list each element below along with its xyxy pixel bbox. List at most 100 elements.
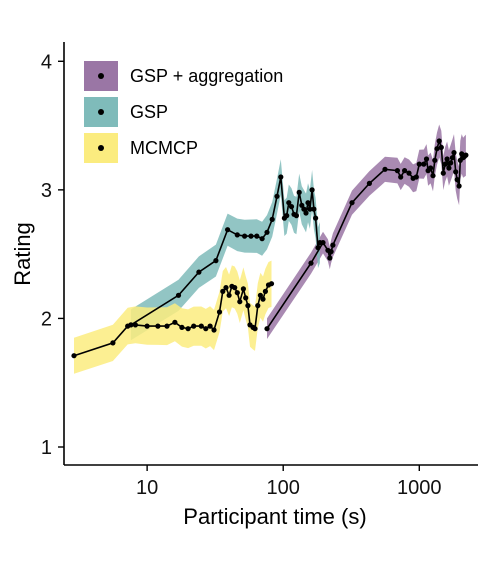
point-mcmcp-2 [125, 323, 131, 329]
point-gsp-11 [269, 216, 275, 222]
series-points [71, 138, 469, 359]
point-mcmcp-23 [240, 286, 246, 292]
band-mcmcp [74, 260, 272, 374]
point-gsp-20 [296, 189, 302, 195]
point-gsp-aggregation-16 [416, 161, 422, 167]
point-gsp-aggregation-31 [449, 155, 455, 161]
legend-marker-mcmcp [98, 145, 104, 151]
point-gsp-30 [317, 240, 323, 246]
point-gsp-aggregation-25 [438, 144, 444, 150]
point-mcmcp-15 [216, 309, 223, 315]
point-gsp-aggregation-35 [456, 183, 462, 189]
y-tick-label-1: 2 [41, 308, 52, 330]
point-gsp-19 [293, 213, 299, 219]
y-ticks: 1 2 3 4 [41, 51, 64, 459]
point-mcmcp-17 [223, 285, 229, 291]
point-gsp-5 [234, 232, 240, 238]
point-gsp-aggregation-15 [413, 174, 419, 180]
point-gsp-23 [303, 210, 309, 216]
point-gsp-aggregation-5 [328, 249, 334, 255]
point-gsp-aggregation-4 [327, 255, 333, 261]
point-gsp-aggregation-32 [451, 150, 457, 156]
point-gsp-aggregation-17 [421, 161, 427, 167]
point-mcmcp-8 [179, 324, 185, 330]
point-gsp-aggregation-12 [402, 168, 408, 174]
x-tick-label-1: 100 [267, 477, 300, 499]
point-gsp-12 [274, 193, 280, 199]
point-mcmcp-25 [245, 303, 251, 309]
x-tick-label-0: 10 [136, 477, 158, 499]
point-mcmcp-12 [203, 326, 209, 332]
point-mcmcp-9 [185, 326, 191, 332]
point-gsp-aggregation-9 [382, 166, 388, 172]
point-gsp-aggregation-1 [308, 260, 314, 266]
point-gsp-16 [286, 200, 292, 206]
point-gsp-aggregation-0 [264, 326, 270, 332]
point-gsp-aggregation-22 [432, 157, 438, 163]
y-tick-label-0: 1 [41, 437, 52, 459]
point-gsp-aggregation-40 [463, 152, 469, 158]
point-mcmcp-5 [155, 323, 161, 329]
point-gsp-27 [311, 206, 317, 212]
point-mcmcp-29 [255, 303, 261, 309]
point-gsp-15 [284, 213, 290, 219]
point-gsp-aggregation-20 [428, 165, 434, 171]
x-axis-title: Participant time (s) [183, 504, 366, 529]
point-gsp-aggregation-23 [434, 146, 440, 152]
legend-marker-gsp-aggregation [98, 73, 104, 79]
point-gsp-17 [288, 204, 295, 210]
point-mcmcp-16 [220, 288, 226, 294]
point-gsp-aggregation-8 [366, 180, 372, 186]
point-mcmcp-14 [211, 327, 217, 333]
x-ticks: 10 100 1000 [136, 465, 442, 499]
legend-label-gsp: GSP [130, 102, 168, 122]
point-gsp-aggregation-7 [349, 200, 355, 206]
point-gsp-2 [196, 269, 202, 275]
point-gsp-8 [254, 233, 260, 239]
legend: GSP + aggregation GSP MCMCP [84, 61, 283, 163]
point-gsp-aggregation-24 [436, 138, 442, 144]
point-mcmcp-4 [144, 323, 150, 329]
legend-label-gsp-aggregation: GSP + aggregation [130, 66, 283, 86]
point-gsp-aggregation-26 [440, 170, 446, 176]
point-gsp-aggregation-30 [448, 160, 454, 166]
x-tick-label-2: 1000 [397, 477, 442, 499]
point-mcmcp-34 [268, 281, 275, 287]
point-gsp-4 [225, 227, 231, 233]
point-mcmcp-28 [252, 326, 258, 332]
point-gsp-aggregation-13 [406, 170, 412, 176]
point-gsp-aggregation-6 [330, 242, 336, 248]
point-gsp-29 [315, 245, 321, 251]
point-mcmcp-0 [71, 353, 77, 359]
confidence-bands [74, 124, 466, 374]
y-axis-title: Rating [10, 222, 35, 286]
point-mcmcp-32 [262, 288, 268, 294]
point-mcmcp-6 [164, 323, 170, 329]
point-mcmcp-22 [237, 299, 243, 305]
point-gsp-aggregation-10 [394, 168, 400, 174]
point-mcmcp-1 [110, 340, 116, 346]
point-mcmcp-30 [257, 292, 263, 298]
point-gsp-3 [213, 258, 219, 264]
legend-marker-gsp [98, 109, 104, 115]
point-mcmcp-13 [207, 323, 213, 329]
point-gsp-6 [242, 233, 248, 239]
point-gsp-7 [248, 233, 254, 239]
point-gsp-25 [307, 206, 313, 212]
point-gsp-22 [301, 206, 307, 212]
point-gsp-10 [264, 229, 270, 235]
point-gsp-aggregation-21 [430, 173, 436, 179]
point-mcmcp-3 [132, 322, 138, 328]
point-mcmcp-11 [198, 323, 204, 329]
point-mcmcp-18 [226, 292, 232, 298]
point-gsp-aggregation-18 [423, 156, 430, 162]
point-gsp-28 [313, 215, 319, 221]
point-mcmcp-24 [243, 295, 249, 301]
point-mcmcp-31 [260, 296, 266, 302]
point-gsp-1 [175, 292, 182, 298]
point-gsp-aggregation-27 [442, 161, 448, 167]
legend-label-mcmcp: MCMCP [130, 138, 198, 158]
point-gsp-13 [278, 174, 284, 180]
y-tick-label-3: 4 [41, 51, 52, 73]
